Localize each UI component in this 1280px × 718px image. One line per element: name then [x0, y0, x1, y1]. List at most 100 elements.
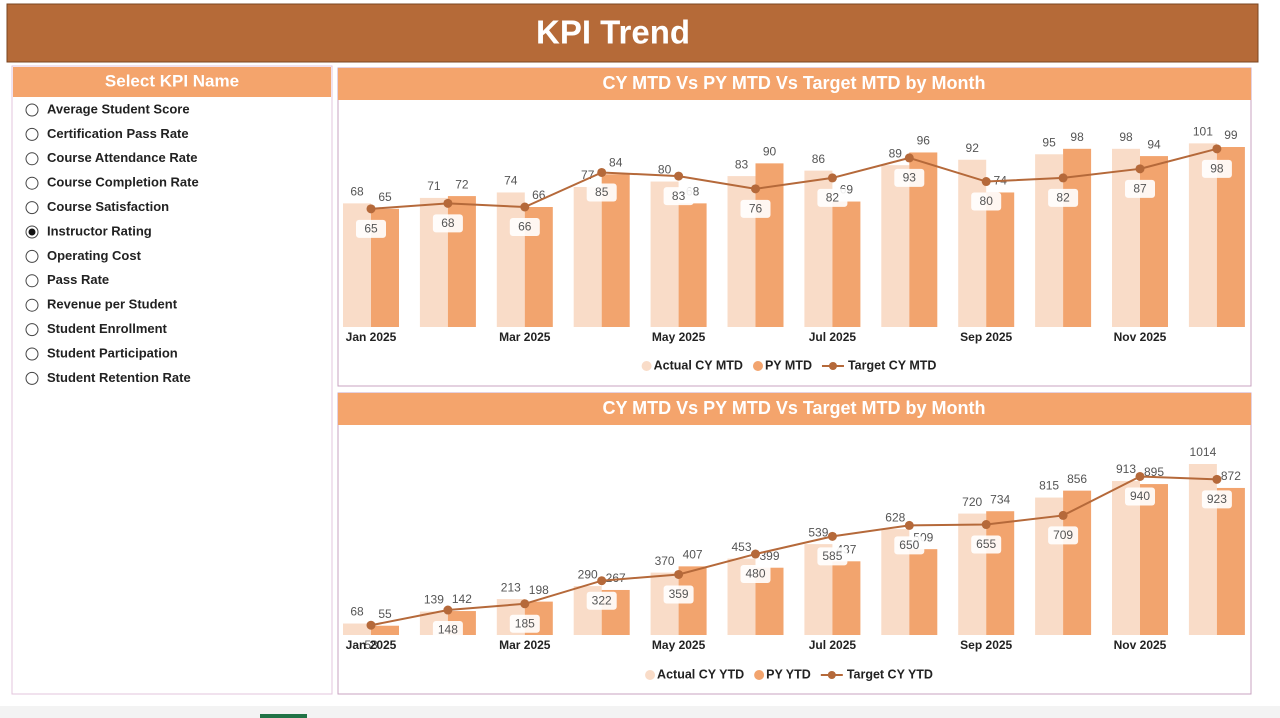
value-label: 734: [990, 492, 1010, 506]
bar: [909, 549, 938, 635]
slicer-item[interactable]: Operating Cost: [25, 248, 142, 263]
radio-dot: [28, 228, 36, 236]
chart-title: CY MTD Vs PY MTD Vs Target MTD by Month: [602, 73, 985, 93]
slicer-item[interactable]: Student Enrollment: [25, 321, 168, 337]
value-label: 185: [515, 616, 535, 630]
radio-button[interactable]: [25, 201, 39, 215]
value-label: 65: [364, 221, 378, 235]
slicer-item-label[interactable]: Instructor Rating: [47, 223, 152, 238]
active-tab: [260, 714, 307, 718]
value-label: 74: [504, 174, 518, 188]
value-label: 72: [455, 177, 469, 191]
label-box: [509, 614, 540, 633]
value-label: 913: [1116, 462, 1136, 476]
value-label: 148: [438, 623, 458, 637]
value-label: 83: [672, 189, 686, 203]
label-box: [740, 565, 771, 584]
slicer-item-label[interactable]: Student Retention Rate: [47, 370, 191, 385]
slicer-item-label[interactable]: Course Attendance Rate: [47, 150, 198, 165]
bar: [678, 203, 707, 327]
slicer-header: [13, 67, 331, 97]
line-point: [1058, 173, 1068, 183]
radio-button[interactable]: [25, 249, 39, 263]
slicer-item-label[interactable]: Average Student Score: [47, 101, 190, 116]
value-label: 628: [885, 510, 905, 524]
slicer-item-label[interactable]: Operating Cost: [47, 248, 142, 263]
value-label: 872: [1221, 469, 1241, 483]
slicer-item[interactable]: Average Student Score: [25, 101, 190, 117]
slicer-item[interactable]: Instructor Rating: [25, 223, 152, 239]
radio-button[interactable]: [25, 103, 39, 117]
slicer-item-label[interactable]: Course Completion Rate: [47, 175, 199, 190]
label-box: [432, 621, 463, 640]
radio-button[interactable]: [25, 323, 39, 337]
slicer-item[interactable]: Course Attendance Rate: [25, 150, 198, 166]
label-box: [1125, 179, 1155, 198]
label-box: [971, 192, 1002, 211]
chart-panel: [337, 67, 1252, 387]
sheet-tabs: [0, 706, 1280, 718]
radio-button[interactable]: [25, 371, 39, 385]
slicer-item-label[interactable]: Student Participation: [47, 345, 178, 360]
line-point: [443, 605, 453, 615]
x-tick-label: Jan 2025: [346, 330, 397, 344]
value-label: 655: [976, 537, 996, 551]
label-box: [971, 535, 1002, 554]
value-label: 815: [1039, 479, 1059, 493]
label-box: [586, 183, 617, 202]
value-label: 77: [581, 168, 595, 182]
legend-label: Target CY YTD: [847, 667, 933, 681]
slicer-item-label[interactable]: Revenue per Student: [47, 297, 178, 312]
chart-title: CY MTD Vs PY MTD Vs Target MTD by Month: [602, 398, 985, 418]
x-tick-label: Jul 2025: [809, 638, 857, 652]
chart: CY MTD Vs PY MTD Vs Target MTD by Month 6…: [337, 67, 1252, 387]
radio-button[interactable]: [25, 152, 39, 166]
slicer-item-label[interactable]: Student Enrollment: [47, 321, 168, 336]
bar: [1188, 464, 1217, 635]
bar: [958, 159, 987, 327]
slicer-item[interactable]: Student Participation: [25, 345, 178, 361]
value-label: 93: [903, 171, 917, 185]
value-label: 267: [606, 571, 626, 585]
value-label: 94: [1147, 137, 1161, 151]
slicer-item[interactable]: Revenue per Student: [25, 297, 178, 312]
value-label: 55: [378, 607, 392, 621]
value-label: 539: [808, 525, 828, 539]
bar: [496, 192, 525, 327]
radio-button[interactable]: [25, 347, 39, 361]
charts: CY MTD Vs PY MTD Vs Target MTD by Month 6…: [337, 67, 1252, 695]
legend-symbol: [828, 362, 837, 370]
radio-button[interactable]: [25, 127, 39, 141]
header-bar: [6, 3, 1259, 63]
slicer-item[interactable]: Course Completion Rate: [25, 175, 199, 190]
value-label: 76: [749, 201, 763, 215]
slicer-item[interactable]: Course Satisfaction: [25, 199, 169, 215]
radio-button[interactable]: [25, 274, 39, 288]
value-label: 80: [980, 194, 994, 208]
legend-symbol: [754, 670, 765, 680]
line-point: [1212, 474, 1222, 484]
line-point: [1212, 144, 1222, 154]
slicer-item-label[interactable]: Certification Pass Rate: [47, 126, 189, 141]
value-label: 359: [669, 587, 689, 601]
slicer-item[interactable]: Student Retention Rate: [25, 370, 191, 385]
value-label: 80: [658, 163, 672, 177]
value-label: 68: [350, 605, 364, 619]
label-box: [663, 187, 694, 206]
value-label: 198: [529, 583, 549, 597]
label-box: [432, 214, 463, 233]
label-box: [586, 591, 617, 610]
legend: Actual CY MTD PY MTD Target CY MTD: [641, 358, 936, 372]
bar: [1063, 490, 1092, 635]
radio-button[interactable]: [25, 298, 39, 312]
value-label: 71: [427, 179, 441, 193]
slicer-item[interactable]: Certification Pass Rate: [25, 126, 189, 141]
radio-button[interactable]: [25, 176, 39, 190]
slicer-item-label[interactable]: Course Satisfaction: [47, 199, 169, 214]
slicer-item[interactable]: Pass Rate: [25, 272, 109, 288]
slicer-item-label[interactable]: Pass Rate: [47, 272, 109, 287]
line-point: [1058, 510, 1068, 520]
line-point: [366, 204, 376, 214]
bar: [832, 561, 861, 635]
line-point: [520, 599, 530, 609]
